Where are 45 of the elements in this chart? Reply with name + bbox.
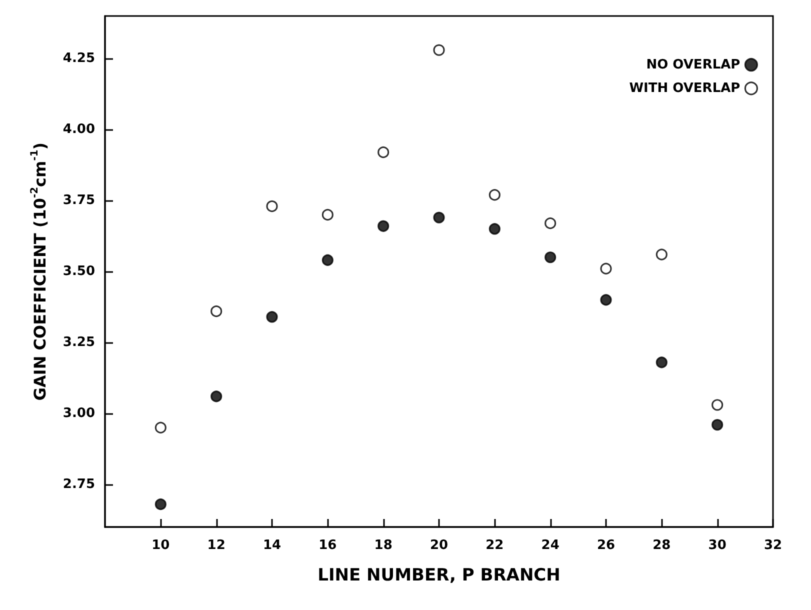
x-tick-label: 18 xyxy=(374,538,392,553)
point xyxy=(322,208,334,221)
x-tick-label: 24 xyxy=(541,538,560,553)
x-tick-label: 26 xyxy=(596,538,616,553)
point xyxy=(600,294,612,306)
x-tick-label: 16 xyxy=(318,538,337,553)
point xyxy=(433,44,445,56)
point xyxy=(154,498,166,510)
x-tick-label: 12 xyxy=(207,538,226,553)
point xyxy=(210,305,222,318)
y-tick-label: 3.25 xyxy=(62,334,95,350)
y-axis-title: GAIN COEFFICIENT (10-2cm-1) xyxy=(30,142,50,401)
point xyxy=(378,220,390,232)
point xyxy=(154,422,166,434)
x-tick-label: 30 xyxy=(708,538,726,553)
x-tick-label: 32 xyxy=(764,538,782,553)
legend-label: WITH OVERLAP xyxy=(629,80,740,96)
x-tick-label: 14 xyxy=(262,538,282,553)
point xyxy=(322,254,334,266)
point xyxy=(600,262,612,274)
x-tick-label: 28 xyxy=(652,538,671,553)
x-tick-label: 10 xyxy=(152,538,170,553)
point xyxy=(210,390,222,402)
point xyxy=(378,146,390,158)
x-tick-label: 20 xyxy=(430,538,448,553)
legend-label: NO OVERLAP xyxy=(646,57,740,72)
point xyxy=(544,252,556,264)
y-tick-label: 4.25 xyxy=(62,51,95,66)
point xyxy=(266,200,278,212)
point xyxy=(266,311,278,323)
y-tick-label: 2.75 xyxy=(62,476,95,492)
point xyxy=(712,419,724,431)
point xyxy=(433,212,445,224)
point xyxy=(656,356,668,368)
point xyxy=(656,248,668,260)
y-tick-label: 3.50 xyxy=(62,264,95,279)
y-tick-label: 4.00 xyxy=(62,122,95,138)
y-tick-label: 3.00 xyxy=(62,406,95,421)
y-tick-label: 3.75 xyxy=(62,193,95,208)
x-axis-title: LINE NUMBER, P BRANCH xyxy=(318,566,560,586)
point xyxy=(544,217,556,230)
x-tick-label: 22 xyxy=(486,538,504,553)
point xyxy=(488,223,500,235)
point xyxy=(712,399,724,411)
point xyxy=(488,189,500,201)
